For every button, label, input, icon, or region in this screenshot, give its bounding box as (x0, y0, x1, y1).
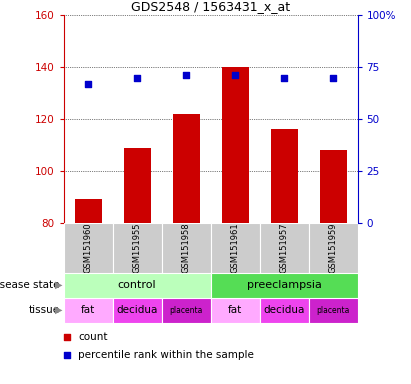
Bar (64, 298, 113, 323)
Text: fat: fat (228, 305, 242, 315)
Bar (64, 223, 113, 273)
Bar (309, 298, 358, 323)
Bar (124, 147, 151, 223)
Text: count: count (79, 332, 108, 342)
Point (85, 81, 92, 87)
Title: GDS2548 / 1563431_x_at: GDS2548 / 1563431_x_at (131, 0, 290, 13)
Text: GSM151960: GSM151960 (84, 222, 93, 273)
Point (281, 74, 287, 81)
Text: GSM151961: GSM151961 (231, 222, 240, 273)
Bar (173, 114, 200, 223)
Bar (320, 150, 346, 223)
Point (330, 74, 336, 81)
Bar (260, 298, 309, 323)
Text: GSM151958: GSM151958 (182, 222, 191, 273)
Text: placenta: placenta (316, 306, 350, 314)
Text: placenta: placenta (169, 306, 203, 314)
Point (63, 352, 70, 358)
Text: disease state: disease state (0, 280, 60, 290)
Text: decidua: decidua (263, 305, 305, 315)
Text: decidua: decidua (116, 305, 158, 315)
Point (134, 74, 141, 81)
Bar (270, 129, 298, 223)
Bar (75, 199, 102, 223)
Point (63, 334, 70, 340)
Text: ▶: ▶ (55, 280, 63, 290)
Text: ▶: ▶ (55, 305, 63, 315)
Text: GSM151955: GSM151955 (133, 222, 142, 273)
Bar (211, 298, 260, 323)
Bar (211, 273, 358, 298)
Text: tissue: tissue (28, 305, 60, 315)
Bar (162, 223, 211, 273)
Text: control: control (118, 280, 157, 290)
Point (232, 73, 238, 79)
Bar (64, 273, 210, 298)
Bar (222, 67, 249, 223)
Bar (113, 223, 162, 273)
Text: percentile rank within the sample: percentile rank within the sample (79, 350, 254, 360)
Bar (162, 298, 211, 323)
Text: preeclampsia: preeclampsia (247, 280, 321, 290)
Text: fat: fat (81, 305, 95, 315)
Bar (260, 223, 309, 273)
Bar (113, 298, 162, 323)
Point (183, 73, 189, 79)
Text: GSM151957: GSM151957 (279, 222, 289, 273)
Text: GSM151959: GSM151959 (328, 222, 337, 273)
Bar (211, 223, 260, 273)
Bar (309, 223, 358, 273)
